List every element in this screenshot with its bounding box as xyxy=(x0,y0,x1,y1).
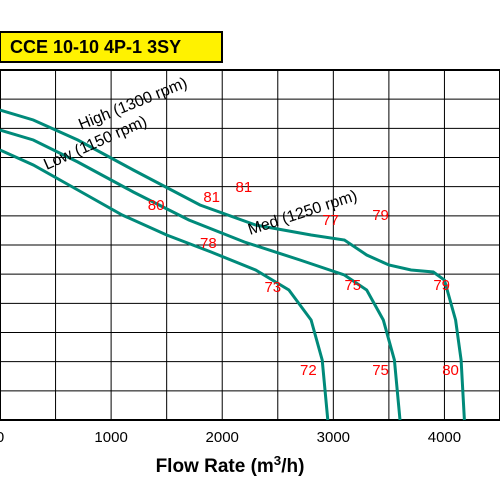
x-tick-label: 2000 xyxy=(206,429,239,446)
efficiency-annotation: 72 xyxy=(300,362,317,379)
efficiency-annotation: 75 xyxy=(372,362,389,379)
efficiency-annotation: 81 xyxy=(236,179,253,196)
chart-title: CCE 10-10 4P-1 3SY xyxy=(10,37,181,57)
efficiency-annotation: 78 xyxy=(200,235,217,252)
efficiency-annotation: 80 xyxy=(442,362,459,379)
x-tick-label: 4000 xyxy=(428,429,461,446)
x-tick-label: 0 xyxy=(0,429,4,446)
x-tick-label: 3000 xyxy=(317,429,350,446)
fan-curve-chart: High (1300 rpm)Med (1250 rpm)Low (1150 r… xyxy=(0,0,500,500)
efficiency-annotation: 75 xyxy=(344,277,361,294)
x-axis-label: Flow Rate (m3/h) xyxy=(156,453,305,478)
efficiency-annotation: 79 xyxy=(372,207,389,224)
efficiency-annotation: 81 xyxy=(203,189,220,206)
x-tick-label: 1000 xyxy=(94,429,127,446)
efficiency-annotation: 73 xyxy=(264,279,281,296)
efficiency-annotation: 77 xyxy=(322,212,339,229)
efficiency-annotation: 80 xyxy=(148,197,165,214)
efficiency-annotation: 79 xyxy=(433,277,450,294)
